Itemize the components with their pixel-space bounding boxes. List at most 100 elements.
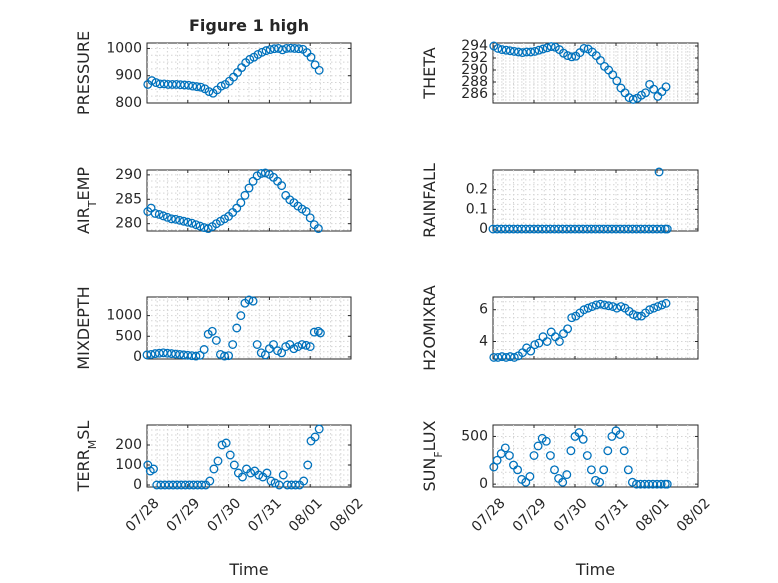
data-point xyxy=(158,211,168,221)
y-tick-label: 294 xyxy=(461,38,488,54)
data-point xyxy=(554,337,564,346)
data-point xyxy=(225,450,235,460)
data-point xyxy=(151,78,161,87)
data-point xyxy=(649,84,659,94)
data-point xyxy=(207,326,217,336)
data-point xyxy=(306,52,316,62)
data-point xyxy=(541,436,551,446)
data-point xyxy=(187,218,197,228)
data-point xyxy=(645,305,655,315)
data-point xyxy=(277,181,287,191)
x-tick-label: 07/31 xyxy=(592,495,632,535)
x-tick-label: 08/02 xyxy=(327,495,367,535)
data-point xyxy=(530,340,540,350)
y-axis-label: MIXDEPTH xyxy=(74,286,93,369)
data-point xyxy=(205,476,215,486)
data-point xyxy=(509,46,519,56)
data-point xyxy=(197,480,207,490)
data-point xyxy=(150,208,160,218)
data-point xyxy=(656,479,666,489)
data-point xyxy=(530,46,540,56)
data-point xyxy=(220,351,229,361)
data-point xyxy=(305,342,315,352)
data-point xyxy=(257,47,267,57)
panel-air-temp: 280 285 290 AIRTEMP xyxy=(74,167,352,234)
data-point xyxy=(240,190,250,200)
data-point xyxy=(313,224,323,234)
data-point xyxy=(545,451,555,460)
panel-pressure: 800 900 1000 PRESSURE Figure 1 high xyxy=(74,16,352,115)
y-tick-label: 200 xyxy=(115,437,142,453)
data-point xyxy=(229,460,239,470)
data-point xyxy=(204,87,214,96)
data-point xyxy=(146,350,156,359)
y-tick-label: 0 xyxy=(133,349,142,365)
y-tick-label: 290 xyxy=(115,167,142,183)
data-point xyxy=(213,456,223,466)
data-point xyxy=(493,43,503,53)
data-point xyxy=(162,212,172,222)
data-point xyxy=(236,198,246,208)
y-tick-label: 280 xyxy=(115,216,142,232)
panel-h2omixra: 4 6 H2OMIXRA xyxy=(420,285,699,371)
data-point xyxy=(265,45,275,54)
data-point xyxy=(574,428,584,438)
y-tick-label: 0 xyxy=(133,477,142,493)
data-point xyxy=(653,302,663,311)
data-point xyxy=(529,451,539,460)
x-tick-label: 07/29 xyxy=(510,495,550,535)
data-point xyxy=(603,446,613,456)
data-point xyxy=(314,65,324,75)
data-point xyxy=(616,302,626,311)
data-point xyxy=(294,44,304,54)
data-point xyxy=(175,215,185,225)
data-point xyxy=(313,326,323,336)
data-point xyxy=(224,351,234,361)
data-point xyxy=(315,328,325,338)
y-axis-label: THETA xyxy=(420,47,439,99)
data-point xyxy=(142,350,152,360)
x-axis-label: Time xyxy=(228,560,268,579)
data-point xyxy=(582,451,592,460)
data-point xyxy=(232,323,242,333)
data-point xyxy=(595,477,605,487)
data-point xyxy=(191,220,201,230)
data-point xyxy=(184,80,194,90)
data-point xyxy=(504,451,514,460)
data-point xyxy=(192,82,202,92)
x-tick-label: 07/28 xyxy=(123,495,163,535)
data-point xyxy=(604,301,614,311)
y-axis-label: H2OMIXRA xyxy=(420,285,439,371)
y-tick-label: 100 xyxy=(115,457,142,473)
data-point xyxy=(270,478,280,488)
y-tick-label: 286 xyxy=(461,86,488,102)
data-point xyxy=(228,340,238,349)
data-point xyxy=(526,47,536,57)
data-point xyxy=(583,303,593,313)
data-point xyxy=(244,295,254,305)
data-point xyxy=(269,340,278,349)
data-point xyxy=(579,305,589,315)
y-tick-label: 900 xyxy=(115,68,142,84)
data-point xyxy=(492,455,502,465)
data-point xyxy=(591,475,600,485)
data-point xyxy=(599,465,609,475)
data-point xyxy=(579,43,589,53)
chart-title: Figure 1 high xyxy=(189,16,309,35)
data-point xyxy=(567,52,577,62)
y-tick-label: 500 xyxy=(461,428,488,444)
data-point xyxy=(500,443,510,453)
data-point xyxy=(497,45,507,55)
x-tick-label: 07/29 xyxy=(164,495,204,535)
y-axis-label: SUNFLUX xyxy=(420,420,445,491)
data-point xyxy=(278,45,287,55)
data-point xyxy=(513,465,523,475)
data-point xyxy=(203,224,213,234)
data-point xyxy=(533,441,543,451)
data-point xyxy=(277,348,287,358)
data-point xyxy=(550,465,559,475)
data-point xyxy=(244,183,254,193)
data-point xyxy=(191,351,201,361)
